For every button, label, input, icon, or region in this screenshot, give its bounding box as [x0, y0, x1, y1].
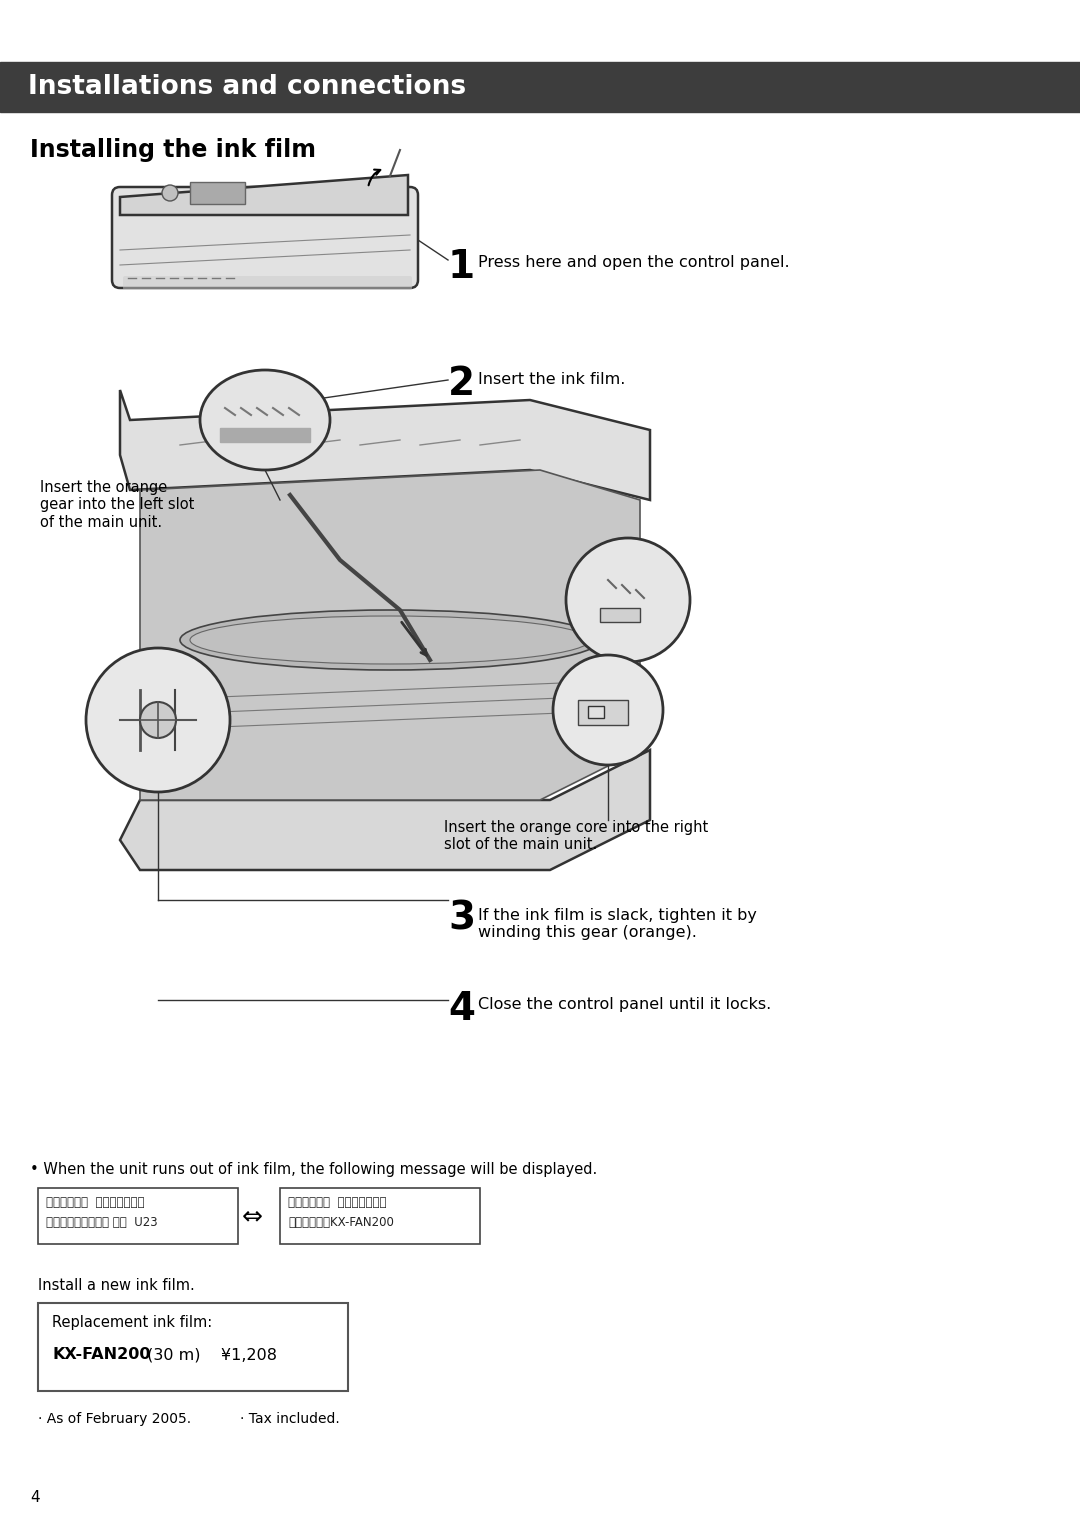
- Text: 4: 4: [448, 990, 475, 1028]
- FancyBboxPatch shape: [123, 277, 411, 290]
- Bar: [578, 700, 627, 724]
- Text: Install a new ink film.: Install a new ink film.: [38, 1277, 194, 1293]
- Text: ヒンパン：KX-FAN200: ヒンパン：KX-FAN200: [288, 1216, 394, 1229]
- Ellipse shape: [190, 616, 590, 665]
- Polygon shape: [120, 390, 650, 500]
- Text: フィルムガ゚  ナクナリマシタ: フィルムガ゚ ナクナリマシタ: [288, 1196, 387, 1209]
- Polygon shape: [140, 471, 640, 801]
- Bar: [190, 182, 245, 205]
- Text: 1: 1: [448, 248, 475, 286]
- Polygon shape: [120, 750, 650, 869]
- Ellipse shape: [180, 610, 600, 669]
- Bar: [0, 63, 1080, 112]
- Bar: [280, 1187, 480, 1244]
- Bar: [38, 1303, 348, 1390]
- Text: ⇔: ⇔: [242, 1204, 262, 1229]
- Text: If the ink film is slack, tighten it by
winding this gear (orange).: If the ink film is slack, tighten it by …: [478, 908, 757, 940]
- Text: Press here and open the control panel.: Press here and open the control panel.: [478, 255, 789, 270]
- Text: フィルムガ゚  ナクナリマシタ: フィルムガ゚ ナクナリマシタ: [46, 1196, 145, 1209]
- Text: Insert the orange
gear into the left slot
of the main unit.: Insert the orange gear into the left slo…: [40, 480, 194, 530]
- Text: • When the unit runs out of ink film, the following message will be displayed.: • When the unit runs out of ink film, th…: [30, 1161, 597, 1177]
- Text: Insert the ink film.: Insert the ink film.: [478, 371, 625, 387]
- Text: Installing the ink film: Installing the ink film: [30, 138, 316, 162]
- FancyBboxPatch shape: [112, 186, 418, 287]
- Text: コウカンシテクタ゚ サイ  U23: コウカンシテクタ゚ サイ U23: [46, 1216, 158, 1229]
- Bar: [588, 706, 604, 718]
- Text: KX-FAN200: KX-FAN200: [52, 1348, 150, 1361]
- Bar: [600, 608, 640, 622]
- Bar: [38, 1187, 238, 1244]
- Text: Close the control panel until it locks.: Close the control panel until it locks.: [478, 996, 771, 1012]
- Polygon shape: [120, 176, 408, 215]
- Text: (30 m)    ¥1,208: (30 m) ¥1,208: [141, 1348, 276, 1361]
- Ellipse shape: [200, 370, 330, 471]
- Text: Replacement ink film:: Replacement ink film:: [52, 1316, 213, 1329]
- Text: Insert the orange core into the right
slot of the main unit.: Insert the orange core into the right sl…: [444, 821, 708, 853]
- Circle shape: [140, 701, 176, 738]
- Text: 2: 2: [448, 365, 475, 403]
- Circle shape: [162, 185, 178, 202]
- Text: Installations and connections: Installations and connections: [28, 73, 467, 99]
- Circle shape: [553, 656, 663, 766]
- Polygon shape: [220, 428, 310, 442]
- Text: · As of February 2005.: · As of February 2005.: [38, 1412, 191, 1426]
- Circle shape: [566, 538, 690, 662]
- Circle shape: [86, 648, 230, 792]
- Text: · Tax included.: · Tax included.: [240, 1412, 340, 1426]
- Text: 3: 3: [448, 900, 475, 938]
- Text: 4: 4: [30, 1490, 40, 1505]
